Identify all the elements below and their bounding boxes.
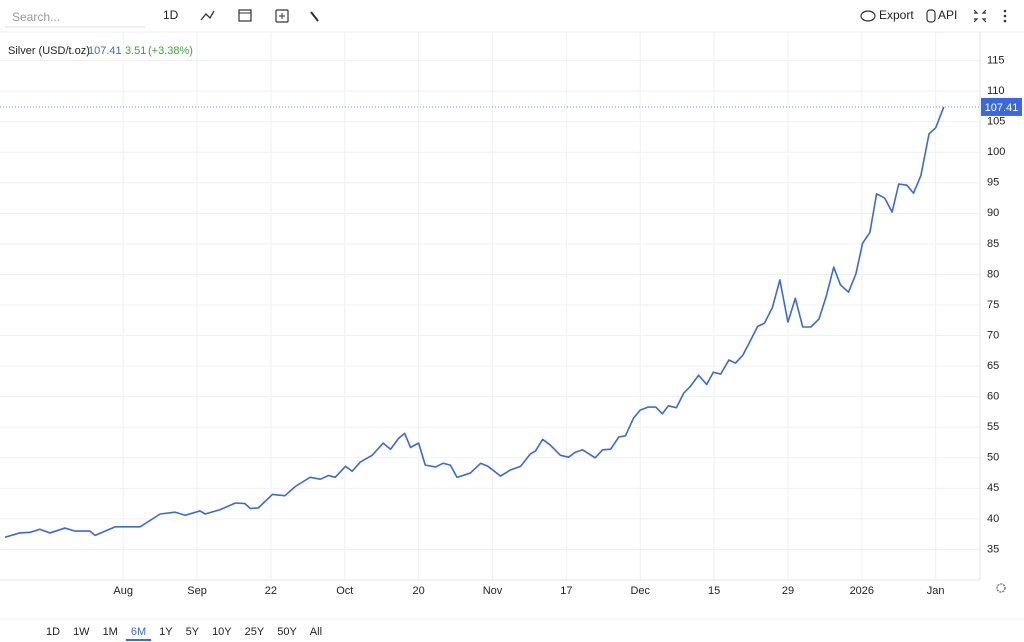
y-tick-label: 55: [987, 421, 999, 433]
add-icon[interactable]: [275, 9, 289, 23]
y-tick-label: 60: [987, 391, 999, 403]
y-tick-label: 110: [987, 85, 1005, 97]
range-button[interactable]: 10Y: [212, 626, 232, 638]
last-price-label: 107.41: [985, 102, 1019, 114]
x-tick-label: 22: [265, 585, 277, 597]
range-button[interactable]: 6M: [131, 626, 146, 638]
y-tick-label: 115: [987, 54, 1005, 66]
calendar-icon[interactable]: [238, 9, 252, 22]
x-tick-label: 20: [413, 585, 425, 597]
y-tick-label: 100: [987, 146, 1005, 158]
chart-type-icon[interactable]: [200, 10, 215, 21]
x-tick-label: Jan: [927, 585, 945, 597]
y-tick-label: 75: [987, 299, 999, 311]
y-tick-label: 90: [987, 207, 999, 219]
export-button[interactable]: Export: [860, 8, 914, 22]
price-line: [4, 106, 945, 538]
range-button[interactable]: 1W: [73, 626, 90, 638]
x-tick-label: Oct: [336, 585, 353, 597]
legend-change-pct: (+3.38%): [148, 45, 193, 57]
range-button[interactable]: 5Y: [186, 626, 200, 638]
y-tick-label: 40: [987, 513, 999, 525]
x-tick-label: 17: [560, 585, 572, 597]
api-label[interactable]: API: [938, 8, 957, 22]
range-button[interactable]: 1D: [46, 626, 60, 638]
x-tick-label: Nov: [483, 585, 503, 597]
y-tick-label: 35: [987, 543, 999, 555]
y-tick-label: 50: [987, 452, 999, 464]
range-button[interactable]: 25Y: [245, 626, 265, 638]
legend-change: 3.51: [125, 45, 146, 57]
fullscreen-icon[interactable]: [973, 9, 987, 23]
settings-icon[interactable]: [310, 11, 319, 22]
gear-icon[interactable]: [996, 583, 1006, 593]
legend-title: Silver (USD/t.oz): [8, 45, 90, 57]
x-tick-label: Aug: [113, 585, 133, 597]
last-price-badge: [981, 97, 1022, 116]
x-tick-label: 29: [782, 585, 794, 597]
y-tick-label: 95: [987, 177, 999, 189]
range-button[interactable]: 1M: [103, 626, 118, 638]
search-input[interactable]: Search...: [12, 10, 60, 24]
range-button[interactable]: All: [310, 626, 322, 638]
y-tick-label: 85: [987, 238, 999, 250]
interval-button[interactable]: 1D: [163, 8, 179, 22]
x-tick-label: Sep: [187, 585, 207, 597]
x-tick-label: 2026: [850, 585, 874, 597]
y-tick-label: 65: [987, 360, 999, 372]
menu-icon[interactable]: [1003, 9, 1007, 23]
x-tick-label: 15: [708, 585, 720, 597]
api-button[interactable]: API: [926, 8, 957, 23]
y-tick-label: 80: [987, 268, 999, 280]
export-label[interactable]: Export: [879, 8, 914, 22]
y-tick-label: 45: [987, 482, 999, 494]
legend-price: 107.41: [88, 45, 122, 57]
range-button[interactable]: 1Y: [159, 626, 173, 638]
range-button[interactable]: 50Y: [277, 626, 297, 638]
x-tick-label: Dec: [630, 585, 650, 597]
y-tick-label: 105: [987, 116, 1005, 128]
y-tick-label: 70: [987, 329, 999, 341]
